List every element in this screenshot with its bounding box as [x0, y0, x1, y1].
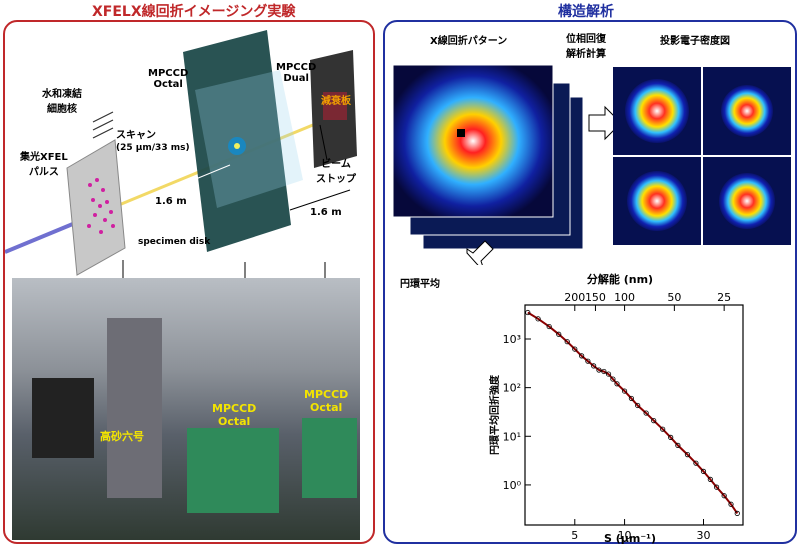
data-point: [721, 493, 727, 499]
top-tick-label: 200: [564, 291, 585, 304]
data-point: [700, 468, 707, 474]
y-tick-label: 10⁰: [503, 479, 522, 492]
scan-steps: (25 µm/33 ms): [116, 143, 190, 153]
y-tick-label: 10¹: [503, 430, 521, 443]
cell-dots: [87, 178, 115, 234]
data-point: [525, 309, 531, 316]
analysis-diagram: [392, 64, 791, 265]
analysis-title: 構造解析: [558, 4, 614, 20]
plot-frame: [524, 304, 744, 526]
intensity-series: [527, 311, 739, 514]
data-point: [668, 434, 674, 440]
experiment-title: XFELX線回折イメージング実験: [92, 4, 296, 20]
data-point: [610, 376, 616, 382]
data-point: [572, 346, 578, 352]
density-map-2: [721, 85, 773, 137]
radial-label: 円環平均: [400, 279, 440, 290]
data-point: [628, 395, 635, 402]
data-point: [614, 381, 620, 387]
phase-label: 位相回復 解析計算: [566, 34, 606, 60]
data-point: [556, 331, 562, 337]
density-map-4: [719, 173, 775, 229]
beamstop-label: ビーム ストップ: [316, 159, 356, 185]
rack: [32, 378, 94, 458]
data-point: [591, 363, 597, 369]
setup-diagram: [5, 30, 357, 280]
top-tick-label: 150: [585, 291, 606, 304]
experiment-photo: 高砂六号 MPCCD Octal MPCCD Octal: [12, 278, 360, 540]
sample-label: 水和凍結 細胞核: [42, 89, 82, 115]
experiment-panel: [3, 20, 375, 544]
octal-cabinet-2: [302, 418, 357, 498]
octal-cabinet-1: [187, 428, 279, 513]
data-point: [728, 501, 734, 507]
density-map-3: [627, 171, 687, 231]
specimen-label: specimen disk: [138, 237, 211, 247]
diffraction-pattern: [392, 64, 554, 218]
data-point: [643, 410, 649, 416]
data-point: [535, 316, 541, 322]
x-axis-title: S (µm⁻¹): [604, 532, 656, 545]
attenuator-label: 減衰板: [321, 96, 351, 107]
analysis-panel: [383, 20, 797, 544]
pattern-label: X線回折パターン: [430, 36, 508, 47]
data-point: [635, 402, 641, 409]
specimen-disk: [66, 139, 126, 276]
data-point: [579, 353, 585, 359]
data-point: [564, 339, 570, 345]
density-label: 投影電子密度図: [660, 36, 730, 47]
data-point: [675, 442, 681, 448]
radial-arrow: [466, 240, 494, 265]
resolution-axis-title: 分解能 (nm): [587, 272, 653, 286]
data-point: [693, 460, 699, 466]
takasago-label: 高砂六号: [100, 430, 144, 443]
data-point: [596, 367, 602, 373]
top-tick-label: 25: [717, 291, 731, 304]
top-tick-label: 50: [667, 291, 681, 304]
pulse-label: 集光XFEL パルス: [20, 152, 68, 178]
y-tick-label: 10²: [503, 382, 521, 395]
top-tick-label: 100: [614, 291, 635, 304]
x-tick-label: 10: [618, 529, 632, 542]
data-point: [713, 484, 720, 490]
distance1-label: 1.6 m: [155, 196, 187, 207]
data-point: [684, 452, 691, 458]
data-point: [601, 368, 607, 375]
octal-label: MPCCD Octal: [148, 68, 189, 90]
data-point: [660, 426, 666, 432]
data-point: [585, 358, 591, 364]
data-point: [651, 418, 657, 424]
distance2-label: 1.6 m: [310, 207, 342, 218]
x-tick-label: 30: [696, 529, 710, 542]
data-point: [734, 510, 740, 516]
dual-label: MPCCD Dual: [276, 62, 317, 84]
data-point: [621, 388, 628, 394]
y-axis-title: 円環平均回折強度: [488, 374, 501, 455]
photo-octal2-label: MPCCD Octal: [304, 388, 349, 414]
photo-octal1-label: MPCCD Octal: [212, 402, 257, 428]
density-map-1: [625, 79, 689, 143]
data-point: [605, 371, 612, 377]
y-tick-label: 10³: [503, 333, 521, 346]
scan-label: スキャン: [116, 130, 156, 141]
x-tick-label: 5: [571, 529, 578, 542]
data-point: [546, 323, 552, 330]
data-point: [707, 476, 713, 482]
chamber: [107, 318, 162, 498]
